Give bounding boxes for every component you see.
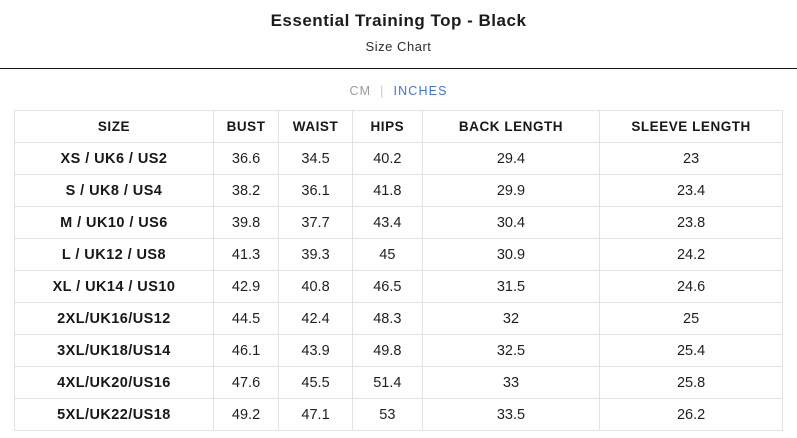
measurement-value: 49.2: [212, 398, 280, 431]
measurement-value: 41.8: [351, 174, 423, 207]
measurement-value: 36.6: [212, 142, 280, 175]
measurement-value: 30.4: [421, 206, 601, 239]
measurement-value: 48.3: [351, 302, 423, 335]
table-row: XL / UK14 / US10 42.9 40.8 46.5 31.5 24.6: [14, 270, 783, 303]
measurement-value: 24.2: [599, 238, 783, 271]
measurement-value: 39.3: [278, 238, 353, 271]
measurement-value: 23.4: [599, 174, 783, 207]
measurement-value: 37.7: [278, 206, 353, 239]
column-header-sleeve-length: SLEEVE LENGTH: [599, 110, 783, 143]
size-chart-table: SIZE BUST WAIST HIPS BACK LENGTH SLEEVE LENGT…: [14, 110, 783, 431]
measurement-value: 53: [351, 398, 423, 431]
header-divider: [0, 68, 797, 69]
measurement-value: 29.9: [421, 174, 601, 207]
measurement-value: 32.5: [421, 334, 601, 367]
measurement-value: 33.5: [421, 398, 601, 431]
measurement-value: 46.5: [351, 270, 423, 303]
measurement-value: 42.9: [212, 270, 280, 303]
measurement-value: 45.5: [278, 366, 353, 399]
table-row: 3XL/UK18/US14 46.1 43.9 49.8 32.5 25.4: [14, 334, 783, 367]
table-body: XS / UK6 / US2 36.6 34.5 40.2 29.4 23 S / UK8 …: [14, 142, 783, 431]
unit-option-inches[interactable]: INCHES: [393, 84, 448, 98]
table-row: XS / UK6 / US2 36.6 34.5 40.2 29.4 23: [14, 142, 783, 175]
measurement-value: 36.1: [278, 174, 353, 207]
table-row: 4XL/UK20/US16 47.6 45.5 51.4 33 25.8: [14, 366, 783, 399]
measurement-value: 40.8: [278, 270, 353, 303]
measurement-value: 49.8: [351, 334, 423, 367]
size-label: M / UK10 / US6: [14, 206, 214, 239]
size-chart-table-container: SIZE BUST WAIST HIPS BACK LENGTH SLEEVE LENGT…: [0, 98, 797, 431]
measurement-value: 39.8: [212, 206, 280, 239]
size-label: XL / UK14 / US10: [14, 270, 214, 303]
measurement-value: 31.5: [421, 270, 601, 303]
measurement-value: 45: [351, 238, 423, 271]
size-label: XS / UK6 / US2: [14, 142, 214, 175]
measurement-value: 25.8: [599, 366, 783, 399]
size-label: S / UK8 / US4: [14, 174, 214, 207]
column-header-back-length: BACK LENGTH: [421, 110, 601, 143]
measurement-value: 38.2: [212, 174, 280, 207]
size-label: 5XL/UK22/US18: [14, 398, 214, 431]
unit-option-cm[interactable]: CM: [349, 84, 372, 98]
measurement-value: 24.6: [599, 270, 783, 303]
measurement-value: 44.5: [212, 302, 280, 335]
table-row: L / UK12 / US8 41.3 39.3 45 30.9 24.2: [14, 238, 783, 271]
measurement-value: 40.2: [351, 142, 423, 175]
measurement-value: 51.4: [351, 366, 423, 399]
measurement-value: 26.2: [599, 398, 783, 431]
size-label: 4XL/UK20/US16: [14, 366, 214, 399]
page-subtitle: Size Chart: [365, 39, 432, 54]
measurement-value: 29.4: [421, 142, 601, 175]
size-label: 2XL/UK16/US12: [14, 302, 214, 335]
page-title: Essential Training Top - Black: [270, 11, 527, 30]
size-label: 3XL/UK18/US14: [14, 334, 214, 367]
table-header-row: SIZE BUST WAIST HIPS BACK LENGTH SLEEVE LENGT…: [14, 110, 783, 143]
measurement-value: 47.6: [212, 366, 280, 399]
measurement-value: 41.3: [212, 238, 280, 271]
column-header-waist: WAIST: [278, 110, 353, 143]
unit-separator: |: [380, 84, 385, 98]
size-label: L / UK12 / US8: [14, 238, 214, 271]
measurement-value: 42.4: [278, 302, 353, 335]
measurement-value: 33: [421, 366, 601, 399]
measurement-value: 25: [599, 302, 783, 335]
measurement-value: 25.4: [599, 334, 783, 367]
table-row: M / UK10 / US6 39.8 37.7 43.4 30.4 23.8: [14, 206, 783, 239]
table-row: S / UK8 / US4 38.2 36.1 41.8 29.9 23.4: [14, 174, 783, 207]
measurement-value: 43.9: [278, 334, 353, 367]
column-header-hips: HIPS: [351, 110, 423, 143]
column-header-size: SIZE: [14, 110, 214, 143]
measurement-value: 30.9: [421, 238, 601, 271]
measurement-value: 46.1: [212, 334, 280, 367]
measurement-value: 47.1: [278, 398, 353, 431]
measurement-value: 34.5: [278, 142, 353, 175]
column-header-bust: BUST: [212, 110, 280, 143]
measurement-value: 23: [599, 142, 783, 175]
table-row: 2XL/UK16/US12 44.5 42.4 48.3 32 25: [14, 302, 783, 335]
measurement-value: 32: [421, 302, 601, 335]
measurement-value: 23.8: [599, 206, 783, 239]
header: Essential Training Top - Black Size Char…: [0, 0, 797, 54]
unit-toggle: CM | INCHES: [0, 84, 797, 98]
measurement-value: 43.4: [351, 206, 423, 239]
table-row: 5XL/UK22/US18 49.2 47.1 53 33.5 26.2: [14, 398, 783, 431]
